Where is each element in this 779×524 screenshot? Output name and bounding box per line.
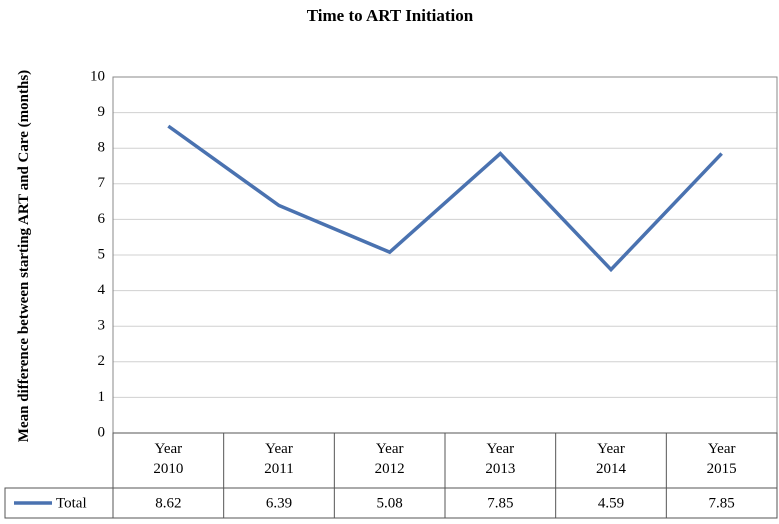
table-border [4, 487, 778, 519]
x-tick-label: Year 2012 [375, 441, 405, 477]
y-tick-label: 0 [98, 424, 106, 440]
legend-label: Total [56, 495, 87, 511]
chart-title: Time to ART Initiation [307, 6, 474, 25]
x-tick-label: Year 2013 [485, 441, 515, 477]
x-tick-label: Year 2010 [153, 441, 183, 477]
y-tick-label: 3 [98, 318, 106, 334]
table-value: 6.39 [266, 495, 292, 511]
y-tick-label: 2 [98, 353, 106, 369]
y-tick-label: 6 [98, 211, 106, 227]
y-tick-label: 4 [98, 282, 106, 298]
y-tick-label: 9 [98, 104, 106, 120]
line [167, 124, 723, 273]
y-tick-label: 7 [98, 175, 106, 191]
y-tick-label: 5 [98, 246, 106, 262]
table-value: 5.08 [377, 495, 403, 511]
table-value: 8.62 [155, 495, 181, 511]
y-axis-label: Mean difference between starting ART and… [16, 69, 32, 443]
table-value: 4.59 [598, 495, 624, 511]
x-tick-label: Year 2015 [707, 441, 737, 477]
y-tick-label: 10 [90, 68, 105, 84]
table-value: 7.85 [487, 495, 513, 511]
y-tick-label: 1 [98, 389, 106, 405]
x-tick-label: Year 2014 [596, 441, 627, 477]
table-value: 7.85 [709, 495, 735, 511]
x-tick-label: Year 2011 [264, 441, 293, 477]
y-tick-label: 8 [98, 140, 106, 156]
